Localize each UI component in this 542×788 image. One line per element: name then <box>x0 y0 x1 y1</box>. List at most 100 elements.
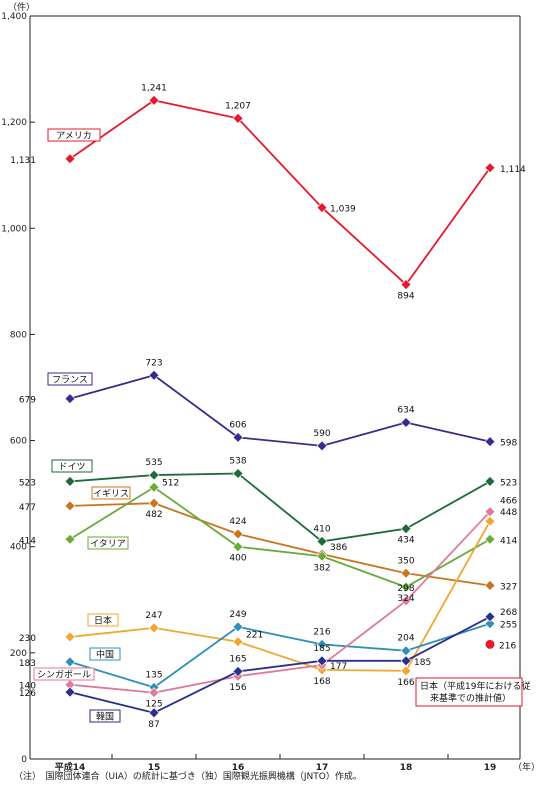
data-point <box>484 611 496 623</box>
data-label: 268 <box>500 608 517 618</box>
data-label: 1,039 <box>330 205 356 215</box>
data-label: 400 <box>229 554 246 564</box>
x-tick-label: 平成14 <box>55 761 86 773</box>
y-tick-label: 200 <box>10 649 27 659</box>
data-label: 448 <box>500 508 517 518</box>
data-point <box>148 687 160 699</box>
data-label: 598 <box>500 439 517 449</box>
data-label: 247 <box>145 611 162 621</box>
data-label: 249 <box>229 610 246 620</box>
data-label: 204 <box>397 634 414 644</box>
y-tick-label: 1,400 <box>1 12 27 22</box>
data-label: 386 <box>330 543 347 553</box>
data-point <box>232 528 244 540</box>
data-point <box>64 476 76 487</box>
data-point <box>64 686 76 698</box>
data-point <box>484 436 496 448</box>
data-point <box>400 417 412 428</box>
data-label: 140 <box>19 682 36 692</box>
data-label: 466 <box>500 497 517 507</box>
series-tag-box <box>47 128 101 142</box>
data-label: 723 <box>145 358 162 368</box>
data-point <box>316 536 328 547</box>
series-name-label: 韓国 <box>96 712 114 723</box>
series-line-6 <box>69 622 491 689</box>
data-label: 1,241 <box>141 83 167 93</box>
data-label: 634 <box>397 406 414 416</box>
y-tick-label: 400 <box>10 543 27 553</box>
data-label: 255 <box>500 621 517 631</box>
series-line-1 <box>69 374 491 447</box>
data-label: 185 <box>313 644 330 654</box>
data-point <box>400 665 412 677</box>
data-label: 894 <box>397 292 414 302</box>
data-point <box>316 655 328 667</box>
data-point <box>484 476 496 487</box>
data-point <box>316 202 328 213</box>
data-label: 125 <box>145 700 162 710</box>
footnote: （注） 国際団体連合（UIA）の統計に基づき（独）国際観光振興機構（JNTO）作… <box>14 770 362 782</box>
series-name-label: フランス <box>52 375 88 386</box>
x-tick-label: 18 <box>400 763 413 773</box>
series-tag-box <box>91 486 131 500</box>
data-point <box>400 279 412 290</box>
series-name-label: 日本 <box>94 615 112 627</box>
data-label: 135 <box>145 670 162 680</box>
data-label: 424 <box>229 517 246 527</box>
series-layer <box>64 95 496 719</box>
series-line-3 <box>69 502 491 587</box>
data-point <box>484 515 496 527</box>
data-point <box>400 567 412 579</box>
data-label: 166 <box>397 678 414 688</box>
data-label: 165 <box>229 654 246 664</box>
data-point <box>64 153 76 165</box>
data-label: 324 <box>397 594 414 604</box>
data-point <box>232 541 244 553</box>
data-label: 298 <box>397 584 414 594</box>
y-tick-label: 800 <box>10 330 27 340</box>
data-label: 538 <box>229 456 246 466</box>
data-point <box>316 550 328 562</box>
data-point <box>484 533 496 545</box>
data-point <box>232 666 244 677</box>
x-tick-label: 17 <box>316 763 329 773</box>
data-point <box>148 622 160 634</box>
data-label: 230 <box>19 634 36 644</box>
data-point <box>316 638 328 650</box>
data-label: 350 <box>397 556 414 566</box>
data-labels: 1,131 1,241 1,207 1,039 894 1,114 679 723 606 590… <box>10 83 526 729</box>
data-label: 590 <box>313 429 330 439</box>
data-label: 185 <box>414 658 431 668</box>
data-point <box>148 497 160 509</box>
y-axis-unit: （件） <box>8 1 35 13</box>
axes: 0 200 400 600 800 1,000 1,200 1,400（件） （年） 平成14 15… <box>1 1 540 773</box>
data-point <box>148 369 160 381</box>
y-tick-label: 0 <box>21 755 27 765</box>
x-axis-unit: （年） <box>513 761 540 773</box>
data-point <box>484 580 496 591</box>
annotation-text-line2: 来基準での推計値） <box>430 692 511 704</box>
y-tick-label: 1,200 <box>1 118 27 128</box>
data-point <box>64 631 76 643</box>
data-label: 221 <box>246 631 263 641</box>
data-point <box>400 581 412 593</box>
data-point <box>400 523 412 535</box>
series-line-4 <box>69 486 491 589</box>
data-point <box>232 468 244 479</box>
data-label: 512 <box>162 478 179 488</box>
series-line-7 <box>69 511 491 694</box>
data-label: 177 <box>330 662 347 672</box>
data-label: 410 <box>313 524 330 534</box>
annotation-value-label: 216 <box>499 641 516 651</box>
annotation-box <box>415 677 523 707</box>
data-point <box>64 656 76 668</box>
data-label: 216 <box>313 627 330 637</box>
data-point <box>64 679 76 691</box>
data-label: 87 <box>148 720 159 730</box>
data-label: 414 <box>19 536 36 546</box>
annotation-text-line1: 日本（平成19年における従 <box>420 680 530 692</box>
data-point <box>148 707 160 719</box>
data-label: 535 <box>145 458 162 468</box>
